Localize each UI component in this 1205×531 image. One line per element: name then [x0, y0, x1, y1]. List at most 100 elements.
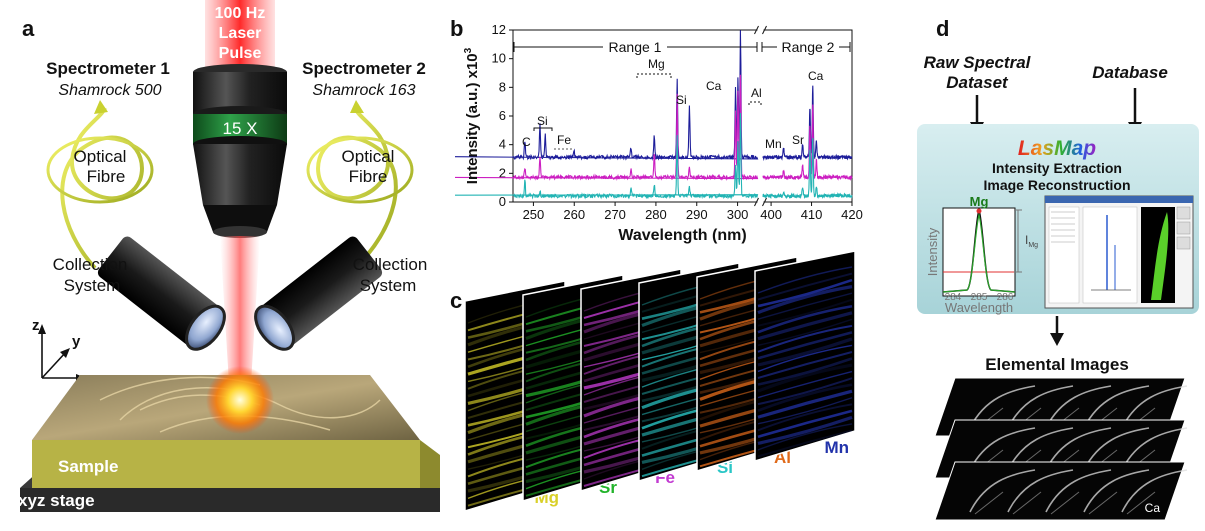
- inset-x-label: Wavelength: [945, 300, 1013, 315]
- collection-left-line1: Collection: [53, 255, 128, 274]
- x-tick-label: 280: [645, 207, 667, 222]
- fibre-right-line1: Optical: [342, 147, 395, 166]
- objective-magnification: 15 X: [223, 119, 258, 138]
- axis-break-mark: [754, 197, 767, 207]
- collection-left-line2: System: [64, 276, 121, 295]
- panel-d-workflow: Raw Spectral Dataset Database LasMap Int…: [917, 53, 1199, 521]
- x-tick-label: 270: [604, 207, 626, 222]
- range1-label-bg: [603, 38, 667, 56]
- elemental-layer-ca: [934, 461, 1188, 521]
- range2-label-bg: [777, 38, 839, 56]
- panel-b-letter: b: [450, 16, 464, 41]
- axis-y-label: y: [72, 333, 81, 350]
- range2-label: Range 2: [782, 39, 835, 55]
- database-label: Database: [1092, 63, 1168, 82]
- sample-block-side: [420, 440, 440, 488]
- optical-fibre-right: [306, 107, 414, 270]
- y-axis-label-exp: 3: [463, 47, 474, 53]
- peak-label-Ca-mid: Ca: [706, 79, 722, 93]
- laser-label-line1: 100 Hz: [215, 5, 266, 22]
- y-axis-label: Intensity (a.u.) x103: [463, 47, 481, 184]
- peak-label-Si-left: Si: [537, 114, 548, 128]
- axis-break-bottom: [757, 198, 764, 206]
- inset-y-label: Intensity: [925, 227, 940, 276]
- layer-label-ca: Ca: [1145, 501, 1161, 515]
- series-line-2: [455, 112, 853, 200]
- raw-dataset-line1: Raw Spectral: [924, 53, 1032, 72]
- peak-label-Ca-right: Ca: [808, 69, 824, 83]
- peak-bracket-Al: [748, 101, 762, 105]
- x-tick-label: 400: [760, 207, 782, 222]
- x-axis-label: Wavelength (nm): [618, 227, 746, 244]
- inset-intensity-label: IMg: [1025, 233, 1038, 249]
- laser-label-line3: Pulse: [219, 45, 262, 62]
- laser-label-line2: Laser: [219, 25, 262, 42]
- series-line-1: [455, 74, 853, 182]
- inset-tick-286: 286: [997, 292, 1014, 303]
- x-tick-label: 420: [841, 207, 863, 222]
- panel-d-letter: d: [936, 16, 950, 41]
- collection-right-line1: Collection: [353, 255, 428, 274]
- collection-right-line2: System: [360, 276, 417, 295]
- elemental-images-title: Elemental Images: [985, 355, 1129, 374]
- inset-tick-284: 284: [945, 292, 962, 303]
- process-line1: Intensity Extraction: [992, 160, 1122, 176]
- peak-label-Fe: Fe: [557, 133, 571, 147]
- fibre-left-line2: Fibre: [87, 167, 126, 186]
- sample-block: [32, 440, 420, 488]
- peak-label-C: C: [522, 135, 531, 149]
- xyz-stage: [20, 488, 440, 512]
- inset-intensity-sub: Mg: [1028, 242, 1038, 249]
- y-axis-label-text: Intensity (a.u.) x10: [464, 53, 481, 184]
- lasmap-logo: LasMap: [1018, 137, 1096, 160]
- sample-label: Sample: [58, 457, 118, 476]
- elemental-map-mn: [754, 250, 856, 463]
- axis-z-label: z: [32, 317, 40, 334]
- map-label-mn: Mn: [824, 438, 849, 457]
- inset-intensity-letter: I: [1025, 233, 1028, 247]
- x-tick-label: 300: [727, 207, 749, 222]
- range1-label: Range 1: [609, 39, 662, 55]
- panel-a-letter: a: [22, 16, 35, 41]
- spectrometer2-model: Shamrock 163: [312, 82, 415, 99]
- peak-label-Mn: Mn: [765, 137, 782, 151]
- peak-label-Sr: Sr: [792, 133, 804, 147]
- laser-focus-beam: [220, 236, 260, 400]
- axis-break-top: [757, 26, 764, 34]
- fibre-right-line2: Fibre: [349, 167, 388, 186]
- spectrometer2-title: Spectrometer 2: [302, 59, 426, 78]
- process-line2: Image Reconstruction: [983, 177, 1130, 193]
- panel-a-illustration: 100 Hz Laser Pulse 15 X Spectrometer 1 S…: [18, 0, 440, 512]
- fibre-left-line1: Optical: [74, 147, 127, 166]
- panel-c-letter: c: [450, 288, 463, 313]
- peak-bracket-Mg: [636, 73, 672, 78]
- objective-lens: [193, 64, 287, 238]
- series-line-0: [455, 30, 853, 162]
- spectrum-chart: 0 2 4 6 8 10 12 250 260 270 280 290 300 400 410 420 Wav…: [455, 22, 863, 244]
- collection-tube-right: [254, 236, 383, 351]
- fibre-arrow-right: [350, 100, 364, 113]
- collection-tube-left: [97, 236, 226, 351]
- y-tick-label: 2: [499, 165, 506, 180]
- spectrometer1-model: Shamrock 500: [58, 82, 161, 99]
- peak-label-Al: Al: [751, 86, 762, 100]
- y-tick-label: 12: [492, 22, 506, 37]
- x-tick-label: 290: [686, 207, 708, 222]
- raw-dataset-line2: Dataset: [946, 73, 1009, 92]
- elemental-image-layers: MgSrCa: [934, 377, 1188, 521]
- output-arrow: [1050, 316, 1064, 346]
- optical-fibre-left: [46, 107, 154, 270]
- inset-tick-285: 285: [971, 292, 988, 303]
- stage-label: xyz stage: [18, 491, 95, 510]
- fibre-arrow-left: [94, 100, 108, 114]
- y-tick-label: 10: [492, 51, 506, 66]
- y-tick-label: 8: [499, 79, 506, 94]
- y-tick-label: 0: [499, 194, 506, 209]
- peak-label-Si-mid: Si: [676, 93, 687, 107]
- y-tick-label: 4: [499, 137, 506, 152]
- x-tick-label: 410: [801, 207, 823, 222]
- spectrometer1-title: Spectrometer 1: [46, 59, 170, 78]
- inset-peak-plot: [942, 207, 1022, 297]
- plasma-spark: [206, 366, 274, 434]
